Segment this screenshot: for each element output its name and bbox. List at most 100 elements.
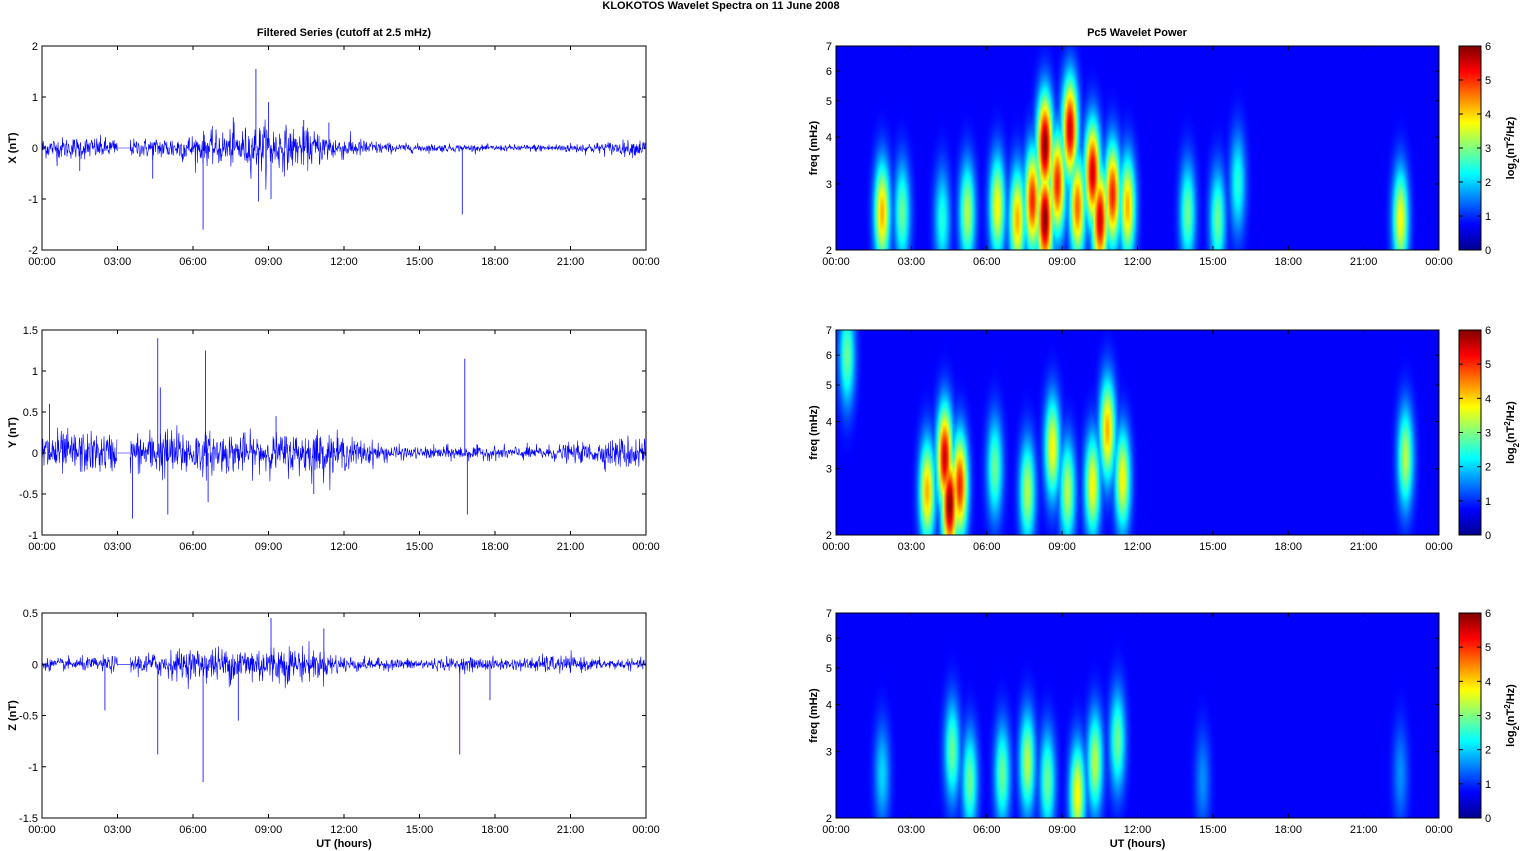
x-tick-label: 18:00 xyxy=(1274,824,1302,836)
y-tick-label: 2 xyxy=(826,530,832,542)
x-tick-label: 18:00 xyxy=(481,824,509,836)
x-tick-label: 21:00 xyxy=(557,824,585,836)
x-tick-label: 03:00 xyxy=(104,824,132,836)
x-tick-label: 09:00 xyxy=(1048,541,1076,553)
colorbar-tick-label: 1 xyxy=(1485,211,1491,223)
time-series-z: -1.5 -1 -0.5 0 0.5 Z (nT) 00:00 03:00 06:00 09:00… xyxy=(7,608,660,850)
colorbar: 0 1 2 3 4 5 6 log2(nT2/Hz) xyxy=(1458,608,1521,825)
colorbar-label: log2(nT2/Hz) xyxy=(1503,401,1521,464)
x-tick-label: 21:00 xyxy=(1350,541,1378,553)
y-tick-label: 2 xyxy=(32,41,38,53)
x-tick-label: 12:00 xyxy=(1124,541,1152,553)
time-series-x: -2 -1 0 1 2 X (nT) 00:00 03:00 06:00 09:00 12:00 15… xyxy=(7,41,660,268)
x-tick-label: 15:00 xyxy=(1199,541,1227,553)
right-column-title: Pc5 Wavelet Power xyxy=(1087,27,1188,39)
x-tick-label: 00:00 xyxy=(632,256,660,268)
data-trace xyxy=(41,641,647,690)
x-tick-label: 18:00 xyxy=(1274,541,1302,553)
x-tick-label: 03:00 xyxy=(898,541,926,553)
x-tick-label: 00:00 xyxy=(28,541,56,553)
y-tick-label: 5 xyxy=(826,380,832,392)
colorbar-tick-label: 3 xyxy=(1485,711,1491,723)
colorbar-tick-label: 5 xyxy=(1485,642,1491,654)
x-tick-label: 15:00 xyxy=(1199,256,1227,268)
y-tick-label: 4 xyxy=(826,132,832,144)
x-axis-label: UT (hours) xyxy=(1110,838,1166,850)
y-axis-label: freq (mHz) xyxy=(808,688,820,743)
x-tick-label: 03:00 xyxy=(898,256,926,268)
x-tick-label: 03:00 xyxy=(104,541,132,553)
x-tick-label: 09:00 xyxy=(255,541,283,553)
wavelet-power-image xyxy=(836,46,1439,250)
y-tick-label: 0 xyxy=(32,448,38,460)
x-tick-label: 12:00 xyxy=(1124,256,1152,268)
y-tick-label: 2 xyxy=(826,813,832,825)
x-tick-label: 00:00 xyxy=(1425,824,1453,836)
y-tick-label: 5 xyxy=(826,96,832,108)
colorbar-tick-label: 3 xyxy=(1485,143,1491,155)
y-axis-label: Y (nT) xyxy=(7,417,19,448)
x-tick-label: 18:00 xyxy=(481,541,509,553)
colorbar-tick-label: 2 xyxy=(1485,462,1491,474)
y-tick-label: 6 xyxy=(826,66,832,78)
colorbar-tick-label: 6 xyxy=(1485,325,1491,337)
y-tick-label: -2 xyxy=(28,245,38,257)
x-tick-label: 12:00 xyxy=(330,541,358,553)
x-tick-label: 06:00 xyxy=(973,824,1001,836)
wavelet-power-image xyxy=(836,613,1439,818)
y-tick-label: 1 xyxy=(32,92,38,104)
y-tick-label: 4 xyxy=(826,700,832,712)
y-tick-label: 7 xyxy=(826,325,832,337)
plot-area xyxy=(42,613,646,818)
wavelet-power-image xyxy=(836,330,1439,535)
wavelet-y: 2 3 4 5 6 7 freq (mHz) 0 1 2 3 4 5 6 log2(nT2/Hz) 00:00… xyxy=(808,325,1521,553)
y-tick-label: -0.5 xyxy=(19,489,38,501)
x-tick-label: 12:00 xyxy=(330,824,358,836)
x-tick-label: 00:00 xyxy=(1425,256,1453,268)
colorbar-tick-label: 4 xyxy=(1485,393,1491,405)
colorbar-tick-label: 1 xyxy=(1485,496,1491,508)
y-tick-label: 3 xyxy=(826,747,832,759)
y-tick-label: 4 xyxy=(826,417,832,429)
x-tick-label: 00:00 xyxy=(28,256,56,268)
x-tick-label: 15:00 xyxy=(406,541,434,553)
y-tick-label: 0.5 xyxy=(23,407,38,419)
wavelet-z: 2 3 4 5 6 7 freq (mHz) 0 1 2 3 4 5 6 log2(nT2/Hz) 00:00… xyxy=(808,608,1521,850)
x-tick-label: 06:00 xyxy=(973,256,1001,268)
x-tick-label: 00:00 xyxy=(632,824,660,836)
y-tick-label: 0 xyxy=(32,143,38,155)
colorbar-tick-label: 0 xyxy=(1485,245,1491,257)
colorbar-label: log2(nT2/Hz) xyxy=(1503,684,1521,747)
x-tick-label: 06:00 xyxy=(179,256,207,268)
figure-title: KLOKOTOS Wavelet Spectra on 11 June 2008 xyxy=(602,0,839,12)
y-axis-label: freq (mHz) xyxy=(808,405,820,460)
colorbar-tick-label: 5 xyxy=(1485,359,1491,371)
data-trace xyxy=(41,425,647,491)
x-axis-label: UT (hours) xyxy=(316,838,372,850)
x-tick-label: 09:00 xyxy=(255,824,283,836)
x-tick-label: 12:00 xyxy=(1124,824,1152,836)
colorbar-tick-label: 4 xyxy=(1485,109,1491,121)
x-tick-label: 06:00 xyxy=(179,824,207,836)
y-axis-label: Z (nT) xyxy=(7,700,19,731)
y-axis-label: X (nT) xyxy=(7,132,19,163)
y-tick-label: -1.5 xyxy=(19,813,38,825)
y-axis-label: freq (mHz) xyxy=(808,120,820,175)
y-tick-label: 0 xyxy=(32,659,38,671)
x-tick-label: 09:00 xyxy=(1048,256,1076,268)
colorbar-tick-label: 5 xyxy=(1485,75,1491,87)
y-tick-label: -0.5 xyxy=(19,711,38,723)
y-tick-label: 1.5 xyxy=(23,325,38,337)
y-tick-label: 1 xyxy=(32,366,38,378)
x-tick-label: 21:00 xyxy=(557,256,585,268)
colorbar-tick-label: 2 xyxy=(1485,177,1491,189)
y-tick-label: -1 xyxy=(28,194,38,206)
x-tick-label: 03:00 xyxy=(104,256,132,268)
x-tick-label: 15:00 xyxy=(1199,824,1227,836)
colorbar-tick-label: 3 xyxy=(1485,428,1491,440)
x-tick-label: 03:00 xyxy=(898,824,926,836)
colorbar: 0 1 2 3 4 5 6 log2(nT2/Hz) xyxy=(1458,41,1521,257)
x-tick-label: 00:00 xyxy=(822,541,850,553)
x-tick-label: 21:00 xyxy=(1350,824,1378,836)
